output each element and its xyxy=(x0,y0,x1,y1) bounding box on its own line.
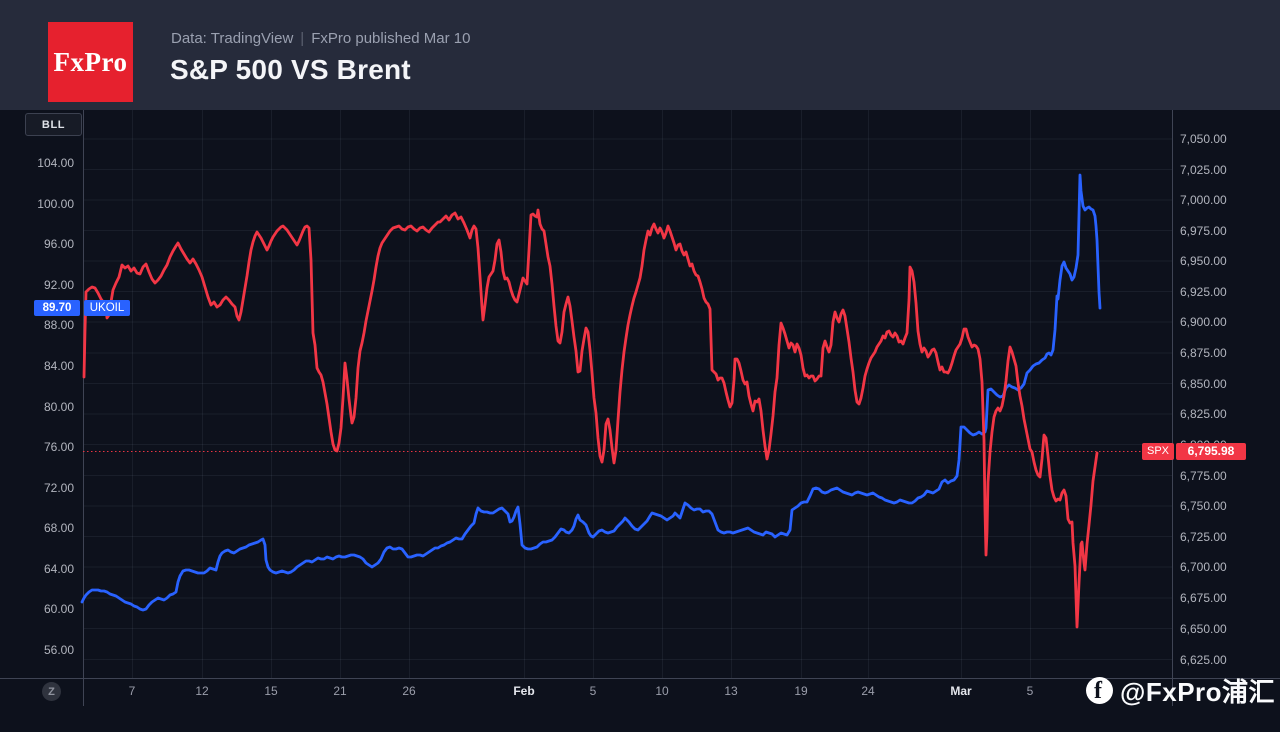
data-source-text: Data: TradingView xyxy=(171,30,294,47)
left-axis-tick-label: 72.00 xyxy=(43,480,74,495)
right-axis-tick-label: 6,750.00 xyxy=(1180,499,1227,513)
fxpro-logo-text: FxPro xyxy=(53,46,128,77)
left-axis-tick-label: 68.00 xyxy=(43,521,74,535)
right-axis-tick-label: 6,925.00 xyxy=(1180,284,1227,299)
published-text: FxPro published Mar 10 xyxy=(311,30,471,47)
left-axis-tick-label: 92.00 xyxy=(43,277,74,292)
facebook-icon: f xyxy=(1086,677,1113,704)
left-axis-tick-label: 56.00 xyxy=(43,642,74,657)
left-axis-tick-label: 104.00 xyxy=(37,156,74,170)
left-axis-tick-label: 96.00 xyxy=(43,237,74,251)
ukoil-price-chip: 89.70 xyxy=(34,300,80,316)
page-title: S&P 500 VS Brent xyxy=(170,54,411,85)
x-axis-tick-label: Feb xyxy=(513,684,535,698)
x-axis-tick-label: 12 xyxy=(195,684,209,698)
separator: | xyxy=(300,30,305,47)
ukoil-tag-chip: UKOIL xyxy=(84,300,130,316)
watermark: f @FxPro浦汇 xyxy=(1086,672,1275,709)
right-axis-tick-label: 7,025.00 xyxy=(1180,162,1227,177)
right-axis-tick-label: 7,050.00 xyxy=(1180,132,1227,146)
left-axis-tick-label: 60.00 xyxy=(43,602,74,616)
watermark-handle: @FxPro浦汇 xyxy=(1120,677,1276,707)
right-axis-tick-label: 6,725.00 xyxy=(1180,529,1227,544)
header: FxPro Data: TradingView | FxPro published … xyxy=(0,0,1280,110)
x-axis-tick-label: Mar xyxy=(950,684,972,698)
x-axis-tick-label: 10 xyxy=(655,684,669,698)
right-axis-tick-label: 6,650.00 xyxy=(1180,621,1227,636)
x-axis-tick-label: 19 xyxy=(794,684,808,698)
fxpro-logo: FxPro xyxy=(48,22,133,102)
right-axis-tick-label: 6,950.00 xyxy=(1180,254,1227,268)
x-axis-tick-label: 5 xyxy=(589,684,597,698)
right-axis-tick-label: 6,625.00 xyxy=(1180,652,1227,667)
x-axis-tick-label: 21 xyxy=(333,684,347,698)
right-axis-tick-label: 6,700.00 xyxy=(1180,560,1227,574)
x-axis-tick-label: 13 xyxy=(724,684,738,698)
spx-line xyxy=(82,208,1099,629)
right-axis-tick-label: 6,675.00 xyxy=(1180,591,1227,605)
left-axis-tick-label: 88.00 xyxy=(43,318,74,332)
right-axis-tick-label: 6,775.00 xyxy=(1180,468,1227,483)
left-axis-tick-label: 76.00 xyxy=(43,440,74,454)
instrument-badge[interactable]: BLL xyxy=(25,113,82,136)
x-axis-tick-label: 26 xyxy=(402,684,416,698)
spx-tag-chip: SPX xyxy=(1142,443,1174,460)
spx-price-chip: 6,795.98 xyxy=(1176,443,1246,460)
timezone-button[interactable]: Z xyxy=(42,682,61,701)
x-axis-tick-label: 15 xyxy=(264,684,278,698)
x-axis-tick-label: 24 xyxy=(861,684,875,698)
left-axis-tick-label: 84.00 xyxy=(43,359,74,373)
left-axis-tick-label: 64.00 xyxy=(43,561,74,576)
right-axis-tick-label: 6,875.00 xyxy=(1180,346,1227,360)
right-axis-tick-label: 7,000.00 xyxy=(1180,193,1227,207)
right-axis-tick-label: 6,825.00 xyxy=(1180,407,1227,421)
x-axis-tick-label: 7 xyxy=(128,684,136,698)
right-axis-tick-label: 6,975.00 xyxy=(1180,223,1227,238)
ukoil-line xyxy=(80,173,1102,612)
right-axis-tick-label: 6,900.00 xyxy=(1180,315,1227,329)
left-axis-tick-label: 80.00 xyxy=(43,399,74,414)
left-axis-tick-label: 100.00 xyxy=(37,196,74,211)
x-axis-tick-label: 5 xyxy=(1026,684,1034,698)
chart-source-line: Data: TradingView | FxPro published Mar 10 xyxy=(171,30,470,47)
right-axis-tick-label: 6,850.00 xyxy=(1180,376,1227,391)
